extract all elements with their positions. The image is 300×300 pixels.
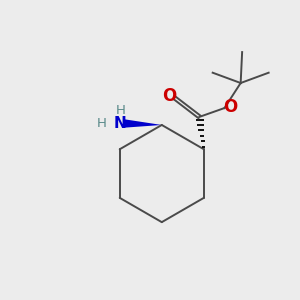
Text: H: H xyxy=(97,117,106,130)
Text: N: N xyxy=(114,116,127,131)
Polygon shape xyxy=(125,119,162,128)
Text: O: O xyxy=(162,87,176,105)
Text: H: H xyxy=(115,104,125,117)
Text: O: O xyxy=(223,98,237,116)
